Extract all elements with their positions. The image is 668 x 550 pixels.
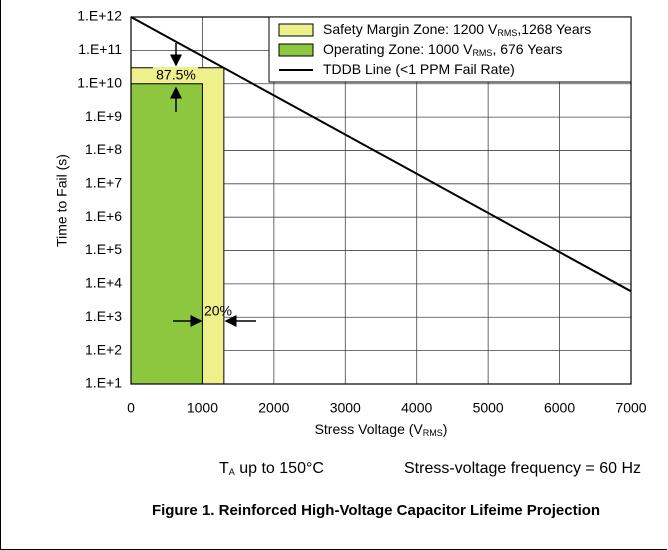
x-tick-label: 7000: [615, 400, 646, 416]
note: TA up to 150°C: [219, 460, 324, 477]
y-tick-label: 1.E+1: [85, 375, 122, 391]
y-tick-label: 1.E+3: [85, 308, 122, 324]
text-run: T: [219, 460, 229, 477]
y-tick-label: 1.E+9: [85, 108, 122, 124]
y-tick-label: 1.E+6: [85, 208, 122, 224]
text-run: up to 150°C: [235, 460, 324, 477]
annotation: 20%: [204, 303, 232, 319]
y-tick-label: 1.E+12: [77, 8, 122, 24]
subscript: A: [229, 467, 235, 477]
x-tick-label: 0: [127, 400, 135, 416]
x-tick-label: 2000: [258, 400, 289, 416]
subscript: RMS: [497, 28, 517, 38]
legend-swatch: [278, 43, 314, 57]
legend-box: [268, 16, 632, 83]
x-axis-label: Stress Voltage (VRMS): [315, 421, 448, 439]
legend-label: TDDB Line (<1 PPM Fail Rate): [323, 61, 515, 77]
y-tick-label: 1.E+11: [78, 41, 122, 57]
text-run: TDDB Line (<1 PPM Fail Rate): [323, 61, 515, 77]
y-tick-label: 1.E+4: [85, 275, 122, 291]
text-run: Safety Margin Zone: 1200 V: [323, 21, 498, 37]
y-tick-label: 1.E+10: [77, 74, 122, 90]
subscript: RMS: [472, 48, 492, 58]
legend-swatch: [278, 23, 314, 37]
text-run: Stress Voltage (V: [315, 421, 424, 437]
text-run: , 676 Years: [492, 41, 562, 57]
x-tick-label: 3000: [330, 400, 361, 416]
label-bg: [153, 67, 198, 83]
x-tick-label: 1000: [187, 400, 218, 416]
figure-caption: Figure 1. Reinforced High-Voltage Capaci…: [151, 502, 601, 519]
y-tick-label: 1.E+8: [85, 141, 122, 157]
zone-area: [130, 83, 203, 385]
tddb-line: [130, 16, 632, 293]
subscript: RMS: [423, 428, 443, 438]
legend-label: Operating Zone: 1000 VRMS, 676 Years: [323, 41, 563, 59]
x-tick-label: 6000: [544, 400, 575, 416]
x-tick-label: 4000: [401, 400, 432, 416]
note: Stress-voltage frequency = 60 Hz: [404, 460, 641, 477]
y-tick-label: 1.E+5: [85, 241, 122, 257]
legend-label: Safety Margin Zone: 1200 VRMS,1268 Years: [323, 21, 591, 39]
text-run: Operating Zone: 1000 V: [323, 41, 473, 57]
annotation: 87.5%: [156, 67, 196, 83]
text-run: ): [443, 421, 448, 437]
y-tick-label: 1.E+2: [85, 341, 122, 357]
x-tick-label: 5000: [473, 400, 504, 416]
y-axis-label: Time to Fail (s): [54, 154, 70, 247]
text-run: ,1268 Years: [517, 21, 591, 37]
chart: 1.E+1 1.E+2 1.E+3 1.E+4 1.E+5 1.E+6 1.E+7 1.E+8…: [54, 8, 647, 478]
y-tick-label: 1.E+7: [85, 175, 122, 191]
